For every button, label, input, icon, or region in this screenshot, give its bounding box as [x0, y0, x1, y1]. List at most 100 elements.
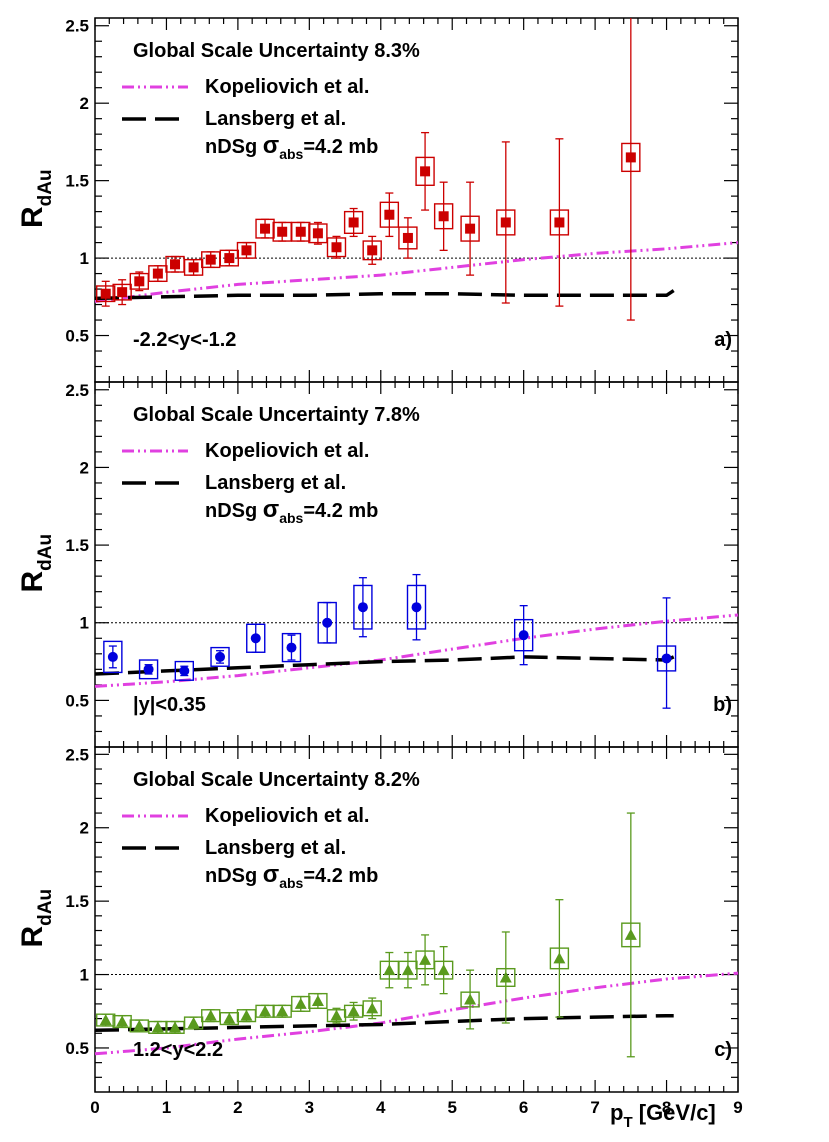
systematic-box	[460, 215, 480, 242]
y-label-sub: dAu	[35, 169, 56, 206]
legend-kopeliovich-label: Kopeliovich et al.	[205, 440, 369, 462]
marker-triangle	[187, 1017, 200, 1028]
legend-lansberg-detail: nDSg σabs=4.2 mb	[205, 496, 378, 526]
marker-square	[260, 223, 271, 234]
data-point	[621, 812, 641, 1058]
marker-triangle	[259, 1005, 272, 1017]
x-tick-label: 1	[162, 1098, 171, 1117]
panel-frame	[94, 17, 739, 383]
data-point	[255, 1004, 275, 1018]
marker-square	[367, 245, 378, 256]
marker-square	[438, 211, 449, 222]
marker-square	[420, 166, 431, 177]
data-point	[174, 660, 195, 681]
data-point	[308, 221, 328, 245]
y-tick-label: 2.5	[65, 745, 89, 764]
panel-c: 0.5 1 1.5 2 2.5 RdAu Global Scale Uncertainty …	[16, 745, 739, 1093]
y-tick-label: 1	[80, 614, 89, 633]
legend-lansberg-label: Lansberg et al.	[205, 108, 346, 130]
detail-pre: nDSg	[205, 500, 263, 522]
systematic-box	[621, 922, 641, 948]
legend-lansberg-label: Lansberg et al.	[205, 837, 346, 859]
data-point	[138, 659, 159, 680]
data-point	[103, 640, 123, 674]
data-point	[343, 207, 364, 238]
marker-square	[625, 152, 636, 163]
data-point	[362, 997, 382, 1020]
systematic-box	[281, 632, 302, 663]
y-axis-label: RdAu	[16, 534, 56, 593]
systematic-box	[460, 991, 480, 1008]
y-axis-label: RdAu	[16, 889, 56, 948]
x-tick-label: 4	[376, 1098, 386, 1117]
marker-triangle	[347, 1005, 360, 1017]
systematic-box	[513, 618, 534, 652]
panel-frame	[94, 746, 739, 1093]
marker-circle	[518, 630, 529, 641]
data-point	[362, 235, 382, 265]
x-tick-label: 0	[90, 1098, 99, 1117]
systematic-box	[433, 203, 454, 230]
marker-triangle	[204, 1009, 217, 1021]
data-point	[291, 995, 311, 1012]
marker-circle	[322, 617, 333, 628]
data-point	[460, 969, 480, 1030]
detail-sigma: σ	[263, 861, 279, 888]
data-point	[165, 255, 185, 273]
systematic-box	[398, 960, 418, 980]
data-point	[219, 1012, 240, 1026]
data-point	[183, 1016, 204, 1030]
data-point	[379, 192, 400, 238]
x-axis-label: pT [GeV/c]	[610, 1100, 716, 1131]
marker-triangle	[330, 1009, 343, 1021]
marker-square	[224, 253, 235, 264]
data-point	[96, 280, 116, 307]
data-point	[272, 1004, 292, 1018]
scale-uncertainty-text: Global Scale Uncertainty 8.3%	[133, 40, 420, 62]
systematic-box	[291, 221, 311, 242]
data-point	[496, 141, 516, 304]
y-tick-label: 2.5	[65, 381, 89, 400]
kopeliovich-curve	[94, 613, 739, 688]
data-point	[621, 18, 641, 321]
systematic-box	[246, 623, 266, 653]
detail-post: =4.2 mb	[303, 500, 378, 522]
y-tick-label: 2	[80, 94, 89, 113]
data-point	[210, 646, 230, 667]
systematic-box	[415, 156, 435, 186]
data-point	[513, 605, 534, 666]
systematic-box	[496, 209, 516, 236]
marker-square	[500, 217, 511, 228]
systematic-box	[415, 950, 435, 970]
systematic-box	[103, 640, 123, 674]
systematic-box	[308, 223, 328, 244]
data-point	[353, 577, 373, 638]
panels: 0.5 1 1.5 2 2.5 RdAu Global Scale Uncertainty …	[16, 17, 739, 1093]
systematic-box	[343, 210, 364, 235]
data-point	[255, 218, 275, 239]
marker-square	[152, 268, 163, 279]
data-point	[148, 1020, 168, 1034]
panel-tag: b)	[713, 694, 732, 716]
systematic-box	[406, 584, 427, 630]
marker-square	[170, 259, 181, 270]
legend-lansberg-detail: nDSg σabs=4.2 mb	[205, 132, 378, 162]
data-point	[398, 217, 418, 259]
y-tick-label: 0.5	[65, 327, 89, 346]
marker-circle	[143, 664, 154, 675]
data-point	[201, 251, 221, 269]
data-point	[415, 131, 435, 211]
systematic-box	[174, 660, 195, 681]
systematic-box	[353, 584, 373, 630]
x-tick-label: 5	[447, 1098, 456, 1117]
data-point	[496, 931, 516, 1024]
rapidity-label: -2.2<y<-1.2	[133, 329, 236, 351]
data-point	[165, 1020, 185, 1034]
marker-triangle	[223, 1012, 236, 1024]
systematic-box	[379, 201, 400, 228]
systematic-box	[138, 659, 159, 680]
systematic-box	[236, 241, 257, 259]
systematic-box	[148, 265, 168, 283]
systematic-box	[362, 240, 382, 261]
data-point	[112, 279, 132, 306]
